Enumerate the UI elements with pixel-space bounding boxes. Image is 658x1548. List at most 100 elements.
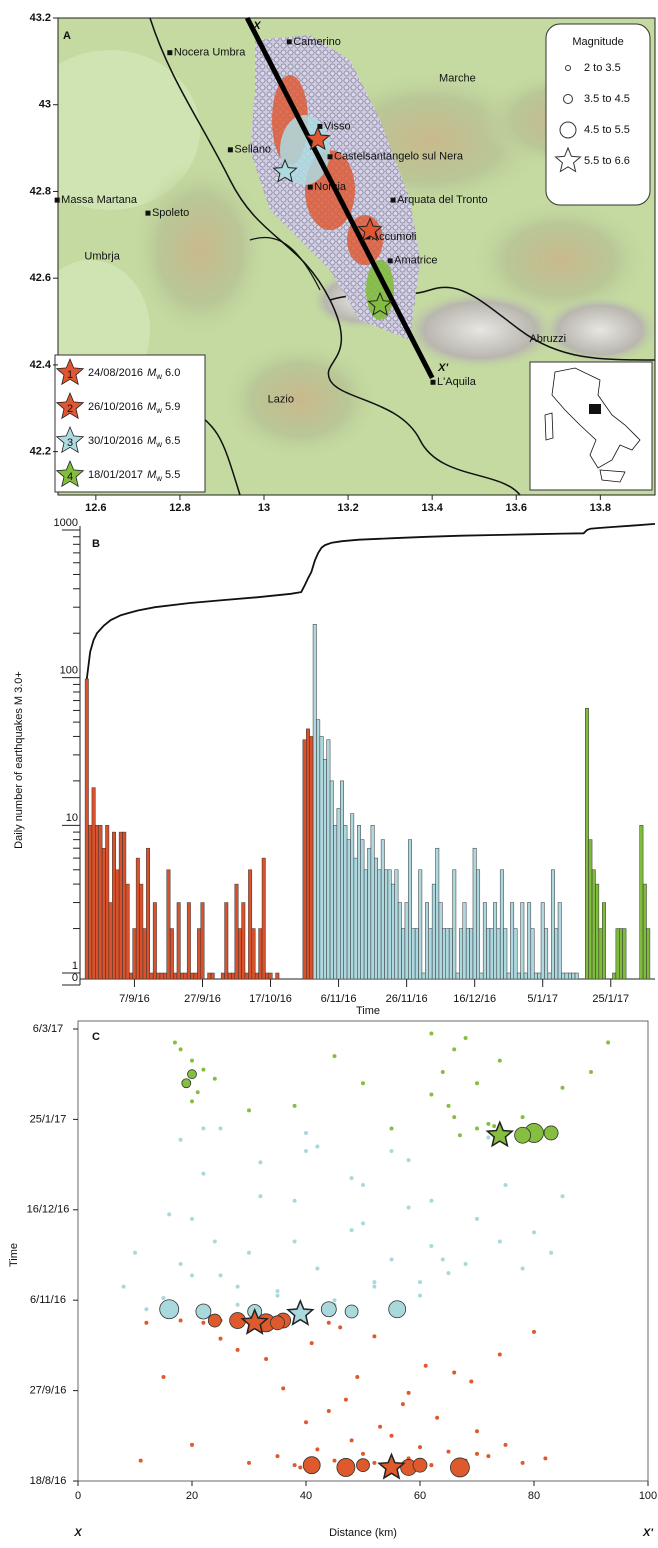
bar — [510, 902, 515, 980]
x-tick-label: 0 — [75, 1490, 81, 1502]
event-dot — [446, 1449, 451, 1454]
event-dot — [338, 1325, 343, 1330]
bar — [387, 869, 392, 980]
bar — [561, 972, 566, 980]
region-label: Lazio — [268, 394, 294, 406]
event-dot — [201, 1320, 206, 1325]
bar — [101, 847, 106, 980]
event-date: 18/01/2017 — [88, 469, 143, 481]
event-dot — [304, 1149, 308, 1154]
bar — [200, 902, 205, 980]
bar — [411, 928, 416, 980]
y-tick-label: 6/11/16 — [30, 1294, 66, 1306]
event-dot — [463, 1036, 468, 1041]
event-dot — [543, 1456, 548, 1461]
event-dot — [406, 1158, 411, 1163]
legend-star-number: 4 — [67, 471, 73, 483]
bar — [564, 972, 569, 980]
bar — [302, 739, 307, 980]
bar — [414, 928, 419, 980]
bar — [169, 928, 174, 980]
event-dot — [275, 1454, 280, 1459]
bar — [146, 847, 150, 980]
bar — [333, 825, 338, 980]
town-marker — [390, 197, 396, 203]
event-dot — [121, 1284, 126, 1289]
town-marker — [227, 147, 233, 153]
bar — [612, 972, 617, 980]
bar — [598, 928, 603, 980]
panel-label: A — [63, 30, 71, 42]
bar — [88, 825, 93, 980]
event-dot — [400, 1402, 405, 1407]
magnitude-class-label: 5.5 to 6.6 — [584, 155, 630, 167]
x-axis-title: Time — [356, 1005, 380, 1017]
bar — [323, 759, 327, 980]
legend-star — [55, 425, 85, 454]
event-dot — [292, 1463, 297, 1468]
x-tick-label: 7/9/16 — [119, 993, 150, 1005]
bar — [353, 857, 358, 980]
event-circle — [344, 1304, 359, 1319]
event-dot — [218, 1336, 223, 1341]
x-tick-label: 13 — [258, 502, 270, 514]
event-dot — [520, 1115, 525, 1120]
event-dot — [326, 1320, 331, 1325]
bar — [84, 678, 89, 980]
bar — [469, 928, 474, 980]
event-magnitude: 5.9 — [165, 401, 180, 413]
event-dot — [161, 1375, 166, 1380]
event-dot — [247, 1250, 251, 1255]
bar — [105, 825, 110, 980]
town-marker — [430, 379, 436, 385]
event-dot — [520, 1266, 525, 1271]
event-circle — [159, 1299, 180, 1320]
event-dot — [486, 1454, 491, 1459]
event-dot — [309, 1341, 314, 1346]
y-axis-title: Time — [8, 1243, 20, 1267]
event-dot — [389, 1433, 394, 1438]
event-dot — [429, 1031, 434, 1036]
event-dot — [349, 1176, 354, 1181]
bar — [476, 869, 481, 980]
bar — [360, 839, 365, 980]
section-line — [244, 16, 435, 380]
bar — [384, 869, 389, 980]
town-marker — [387, 258, 393, 264]
event-circle — [320, 1301, 337, 1318]
event-dot — [532, 1230, 536, 1235]
panel-label: B — [92, 538, 100, 550]
event-dot — [440, 1069, 445, 1074]
bar — [367, 847, 372, 980]
bar — [496, 928, 501, 980]
event-dot — [218, 1126, 223, 1131]
y-tick-label: 42.8 — [30, 185, 51, 197]
x-tick-label: 13.6 — [506, 502, 527, 514]
bar — [357, 825, 361, 980]
magnitude-subscript: w — [155, 406, 162, 415]
event-dot — [406, 1390, 411, 1395]
magnitude-subscript: w — [155, 440, 162, 449]
bar — [207, 972, 212, 980]
event-dot — [167, 1212, 172, 1217]
town-marker — [317, 123, 323, 129]
town-marker — [327, 154, 333, 160]
bar — [554, 928, 559, 980]
bar — [550, 869, 555, 980]
event-dot — [589, 1069, 593, 1074]
cumulative-line — [85, 523, 656, 680]
bar — [619, 928, 623, 980]
event-dot — [560, 1085, 565, 1090]
y-axis-title: Daily number of earthquakes M 3.0+ — [13, 671, 25, 849]
bar — [499, 869, 504, 980]
event-dot — [258, 1194, 263, 1199]
bar — [254, 972, 259, 980]
bar — [135, 857, 140, 980]
x-tick-label: 100 — [639, 1490, 657, 1502]
event-dot — [218, 1273, 223, 1278]
magnitude-symbol: M — [147, 401, 157, 413]
bar — [591, 869, 596, 980]
bar — [156, 972, 161, 980]
event-dot — [304, 1130, 308, 1135]
town-label: Nocera Umbra — [174, 47, 246, 59]
